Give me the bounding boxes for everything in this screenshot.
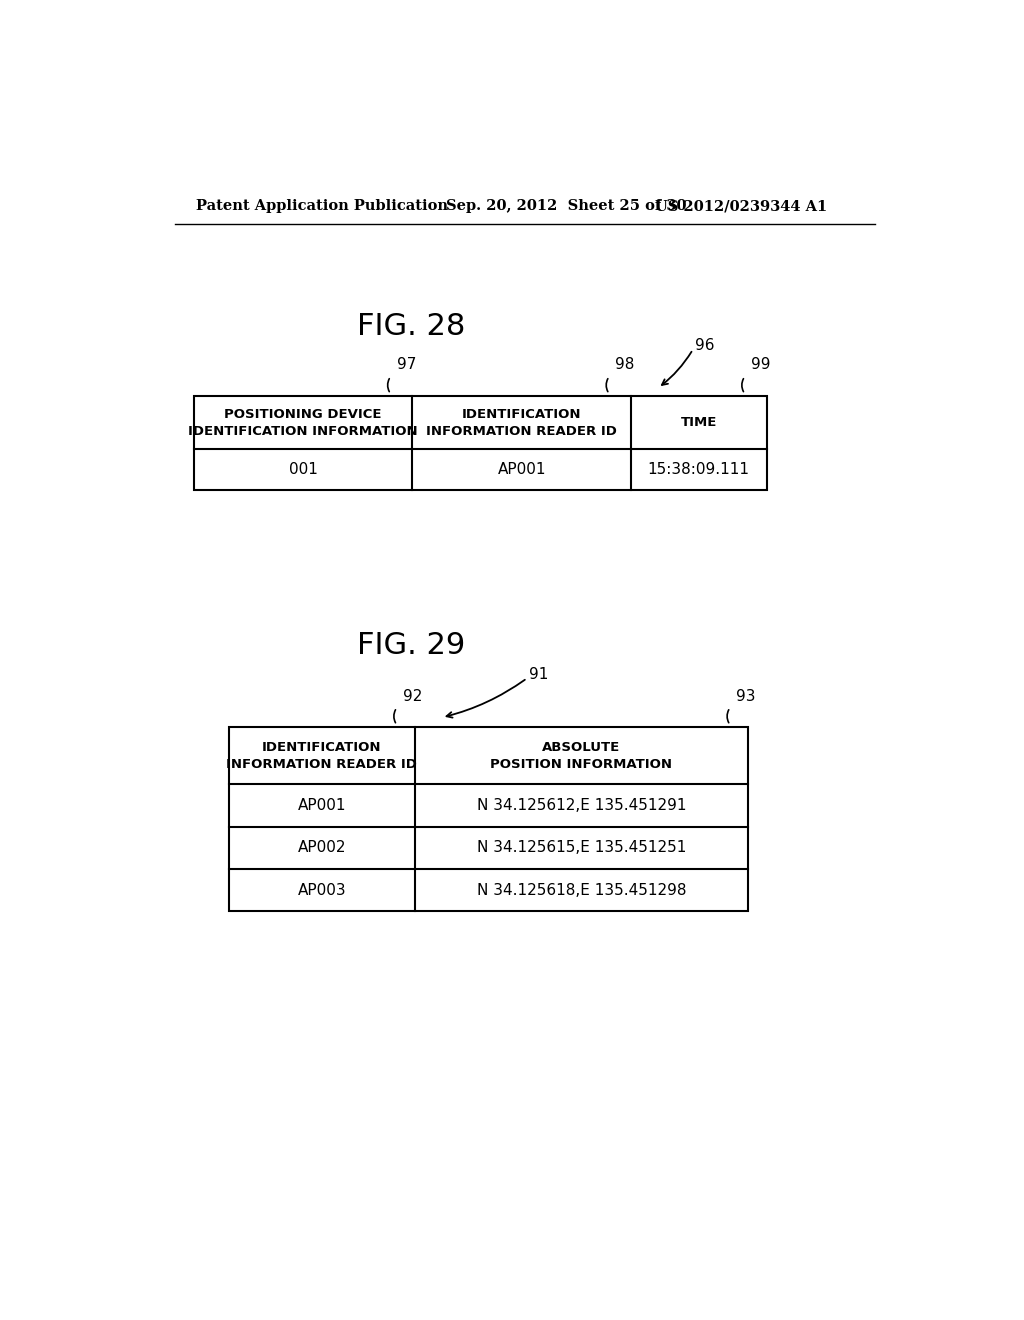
Text: TIME: TIME (681, 416, 717, 429)
Text: ABSOLUTE
POSITION INFORMATION: ABSOLUTE POSITION INFORMATION (490, 741, 673, 771)
Text: AP001: AP001 (298, 799, 346, 813)
Text: N 34.125615,E 135.451251: N 34.125615,E 135.451251 (477, 841, 686, 855)
Text: US 2012/0239344 A1: US 2012/0239344 A1 (655, 199, 827, 213)
Text: FIG. 28: FIG. 28 (356, 312, 465, 341)
Text: IDENTIFICATION
INFORMATION READER ID: IDENTIFICATION INFORMATION READER ID (226, 741, 417, 771)
Text: 92: 92 (403, 689, 423, 704)
Bar (228, 726, 748, 911)
Text: IDENTIFICATION
INFORMATION READER ID: IDENTIFICATION INFORMATION READER ID (426, 408, 617, 437)
Text: 15:38:09.111: 15:38:09.111 (648, 462, 750, 477)
Text: 001: 001 (289, 462, 317, 477)
Text: N 34.125612,E 135.451291: N 34.125612,E 135.451291 (476, 799, 686, 813)
Text: 96: 96 (694, 338, 714, 352)
Text: 99: 99 (751, 358, 771, 372)
Text: Sep. 20, 2012  Sheet 25 of 30: Sep. 20, 2012 Sheet 25 of 30 (445, 199, 686, 213)
Text: 97: 97 (397, 358, 417, 372)
Text: AP003: AP003 (297, 883, 346, 898)
Text: 91: 91 (528, 667, 548, 682)
Text: 98: 98 (615, 358, 635, 372)
Text: POSITIONING DEVICE
IDENTIFICATION INFORMATION: POSITIONING DEVICE IDENTIFICATION INFORM… (188, 408, 418, 437)
Text: 93: 93 (736, 689, 756, 704)
Text: FIG. 29: FIG. 29 (356, 631, 465, 660)
Bar (194, 396, 767, 490)
Text: N 34.125618,E 135.451298: N 34.125618,E 135.451298 (476, 883, 686, 898)
Text: Patent Application Publication: Patent Application Publication (197, 199, 449, 213)
Text: AP001: AP001 (498, 462, 546, 477)
Text: AP002: AP002 (298, 841, 346, 855)
